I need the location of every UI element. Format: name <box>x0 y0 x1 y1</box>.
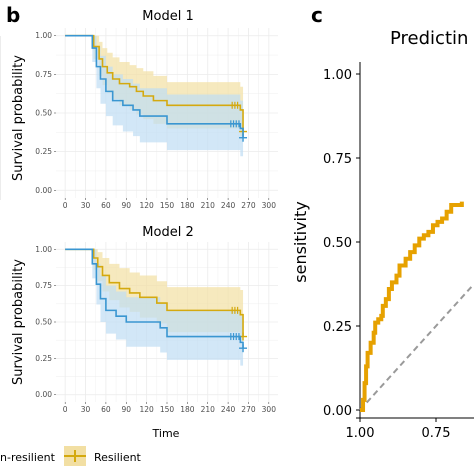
x-tick-label: 270 <box>241 201 256 210</box>
ci-band-nonresilient <box>65 249 244 372</box>
x-tick-label: 0 <box>63 405 68 414</box>
y-tick-label: 0.25 <box>35 147 52 156</box>
y-tick-label: 0.00 <box>35 390 52 399</box>
x-tick-label: 60 <box>101 201 111 210</box>
model2-xlabel: Time <box>152 427 180 440</box>
roc-x-tick-label: 1.00 <box>346 426 375 441</box>
survival-line-resilient <box>65 34 244 132</box>
x-tick-label: 180 <box>180 405 195 414</box>
x-tick-label: 90 <box>121 405 131 414</box>
x-tick-label: 0 <box>63 201 68 210</box>
model2-ylabel: Survival probability <box>11 259 26 385</box>
x-tick-label: 240 <box>221 201 236 210</box>
x-tick-label: 120 <box>139 405 154 414</box>
panel-letter-c: c <box>311 3 323 27</box>
x-tick-label: 150 <box>160 405 175 414</box>
roc-ylabel: sensitivity <box>291 201 310 282</box>
x-tick-label: 60 <box>101 405 111 414</box>
survival-line-resilient <box>65 248 244 337</box>
y-tick-label: 0.25 <box>35 354 52 363</box>
x-tick-label: 180 <box>180 201 195 210</box>
x-tick-label: 300 <box>262 201 277 210</box>
y-tick-label: 1.00 <box>35 245 52 254</box>
survival-line-nonresilient <box>65 248 244 349</box>
y-tick-label: 0.50 <box>35 109 52 118</box>
x-tick-label: 210 <box>201 201 216 210</box>
y-tick-label: 0.00 <box>35 186 52 195</box>
x-tick-label: 300 <box>262 405 277 414</box>
roc-y-tick-label: 0.50 <box>323 236 352 251</box>
model1-title: Model 1 <box>142 9 193 24</box>
legend: n-resilient Resilient <box>0 446 142 466</box>
x-tick-label: 270 <box>241 405 256 414</box>
roc-chance-line <box>359 283 474 411</box>
legend-label-resilient: Resilient <box>94 451 142 464</box>
survival-line-nonresilient <box>65 34 244 138</box>
x-tick-label: 240 <box>221 405 236 414</box>
y-tick-label: 0.75 <box>35 70 52 79</box>
legend-label-nonresilient: n-resilient <box>0 451 56 464</box>
y-tick-label: 0.50 <box>35 318 52 327</box>
y-tick-label: 0.75 <box>35 281 52 290</box>
x-tick-label: 30 <box>81 201 91 210</box>
y-tick-label: 1.00 <box>35 31 52 40</box>
panel-letter-b: b <box>6 3 20 27</box>
x-tick-label: 210 <box>201 405 216 414</box>
km-panel-model2: Model 2 Survival probability Time 0.00 0.… <box>11 225 278 440</box>
roc-x-tick-label: 0.75 <box>422 426 451 441</box>
roc-y-tick-label: 0.75 <box>323 152 352 167</box>
x-tick-label: 120 <box>139 201 154 210</box>
x-tick-label: 30 <box>81 405 91 414</box>
x-tick-label: 150 <box>160 201 175 210</box>
km-panel-model1: Model 1 Survival probability 0.00 0.25 0.5… <box>11 9 278 210</box>
roc-y-tick-label: 0.25 <box>323 320 352 335</box>
roc-y-tick-label: 1.00 <box>323 68 352 83</box>
model1-ylabel: Survival probability <box>11 55 26 181</box>
roc-panel: Predictin sensitivity 0.00 0.25 0.50 0.75 1.… <box>291 28 474 441</box>
x-tick-label: 90 <box>121 201 131 210</box>
roc-curve <box>360 201 464 412</box>
roc-title: Predictin <box>390 28 468 49</box>
roc-y-tick-label: 0.00 <box>323 404 352 419</box>
model2-title: Model 2 <box>142 225 193 240</box>
